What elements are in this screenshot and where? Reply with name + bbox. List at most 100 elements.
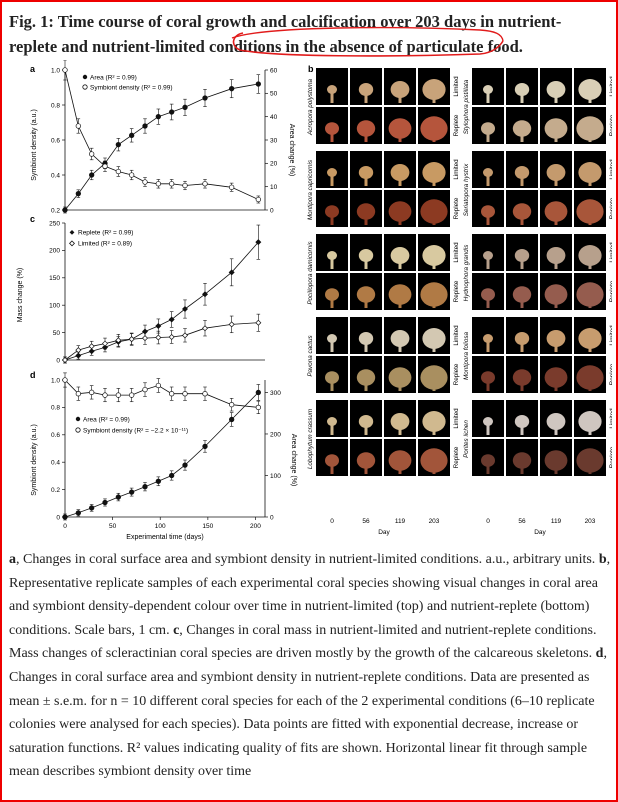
panel-d-symbiont-point (182, 391, 188, 397)
panel-d-area-point (169, 472, 175, 479)
coral-base (398, 338, 402, 352)
condition-label: Replete (453, 114, 460, 136)
panel-d-left-tick-label: 0.6 (51, 432, 60, 439)
panel-b-day-tick: 119 (551, 518, 562, 525)
panel-c-replete-point (155, 323, 162, 330)
condition-label: Replete (453, 280, 460, 302)
panel-d-area-point (202, 443, 208, 450)
panel-b-day-tick: 203 (429, 518, 440, 525)
coral-base (432, 211, 436, 225)
species-label: Seriatopora hystrix (463, 163, 470, 216)
coral-base (364, 338, 368, 352)
panel-c-replete-point (182, 306, 188, 313)
coral-base (520, 377, 524, 391)
coral-base (486, 338, 490, 352)
panel-d-symbiont-point (62, 377, 68, 383)
panel-label-a: a (30, 64, 36, 74)
coral-base (588, 460, 592, 474)
species-label: Hydnophora grandis (463, 244, 470, 302)
coral-base (588, 89, 592, 103)
coral-base (486, 255, 490, 269)
panel-d-area-fit-line (64, 392, 259, 518)
panel-c-replete-point (228, 269, 235, 276)
condition-label: Limited (609, 242, 612, 263)
red-annotation-underline (231, 26, 504, 57)
coral-base (588, 255, 592, 269)
coral-base (588, 294, 592, 308)
panel-a-symbiont-point (202, 181, 208, 187)
panel-a-area-fit-line (64, 83, 259, 211)
coral-base (588, 338, 592, 352)
caption-label-a: a (9, 552, 16, 567)
coral-base (330, 255, 334, 269)
condition-label: Limited (609, 159, 612, 180)
panel-b-day-label: Day (534, 529, 546, 536)
panel-d-area-point (155, 478, 161, 484)
panel-c-limited-point (62, 357, 68, 363)
panel-a-symbiont-point (155, 181, 161, 187)
panel-b-day-tick: 56 (362, 518, 370, 525)
panel-d-x-tick-label: 200 (250, 523, 261, 530)
panel-a-symbiont-point (75, 123, 81, 129)
legend-d-symbiont: Symbiont density (R² = −2.2 × 10⁻¹¹) (83, 428, 188, 435)
condition-label: Limited (609, 325, 612, 346)
panel-c-limited-point (88, 343, 95, 350)
panel-c-limited-point (142, 335, 148, 342)
caption-label-d: d (595, 646, 604, 662)
panel-a-symbiont-point (115, 168, 121, 175)
species-label: Acropora polystoma (307, 79, 314, 136)
panel-b-day-tick: 0 (330, 518, 334, 525)
legend-a-area: Area (R² = 0.99) (90, 75, 137, 82)
caption-text-a: , Changes in coral surface area and symb… (16, 552, 599, 567)
caption-text-b: , Representative replicate samples of ea… (9, 552, 611, 638)
panel-a-area-point (75, 191, 81, 197)
coral-base (554, 377, 558, 391)
panel-a-area-point (182, 104, 188, 110)
panel-c-left-tick-label: 0 (56, 357, 60, 364)
coral-base (554, 89, 558, 103)
coral-base (398, 294, 402, 308)
coral-base (588, 421, 592, 435)
coral-base (398, 211, 402, 225)
panel-b-day-tick: 119 (395, 518, 406, 525)
charts-acd: a c d Symbiont density (a.u.) Area chang… (17, 60, 297, 541)
condition-label: Limited (453, 242, 460, 263)
panel-label-b: b (308, 64, 314, 74)
coral-base (330, 211, 334, 225)
condition-label: Replete (609, 446, 612, 468)
coral-base (398, 128, 402, 142)
coral-base (554, 128, 558, 142)
panel-d-symbiont-point (169, 391, 175, 397)
coral-base (398, 460, 402, 474)
condition-label: Replete (609, 280, 612, 302)
panel-label-d: d (30, 370, 36, 380)
panel-a-symbiont-point (182, 182, 188, 189)
panel-d-area-point (182, 462, 188, 468)
condition-label: Replete (609, 114, 612, 136)
coral-base (520, 128, 524, 142)
legend-c-limited: Limited (R² = 0.89) (78, 241, 132, 248)
panel-c-left-tick-label: 50 (53, 330, 61, 337)
panel-a-area-point (229, 86, 235, 92)
coral-base (588, 172, 592, 186)
panel-a-area-point (202, 95, 208, 101)
panel-c-limited-point (202, 325, 208, 332)
panel-a-right-tick-label: 20 (270, 161, 278, 168)
coral-base (554, 255, 558, 269)
species-label: Stylophora pistillata (463, 79, 470, 134)
panel-d-left-tick-label: 0.4 (51, 460, 60, 467)
panel-c-replete-point (202, 291, 208, 298)
panel-c-left-tick-label: 250 (49, 220, 60, 227)
coral-base (486, 294, 490, 308)
panel-a-area-point (129, 132, 135, 138)
panel-d-right-tick-label: 200 (270, 431, 281, 438)
panel-d-symbiont-point (115, 392, 121, 398)
coral-base (364, 460, 368, 474)
coral-base (486, 211, 490, 225)
panel-a-symbiont-point (102, 163, 108, 169)
panel-c-legend: Replete (R² = 0.99) Limited (R² = 0.89) (69, 230, 133, 248)
coral-base (432, 377, 436, 391)
coral-specimen (514, 166, 530, 179)
condition-label: Replete (453, 197, 460, 219)
coral-base (364, 172, 368, 186)
